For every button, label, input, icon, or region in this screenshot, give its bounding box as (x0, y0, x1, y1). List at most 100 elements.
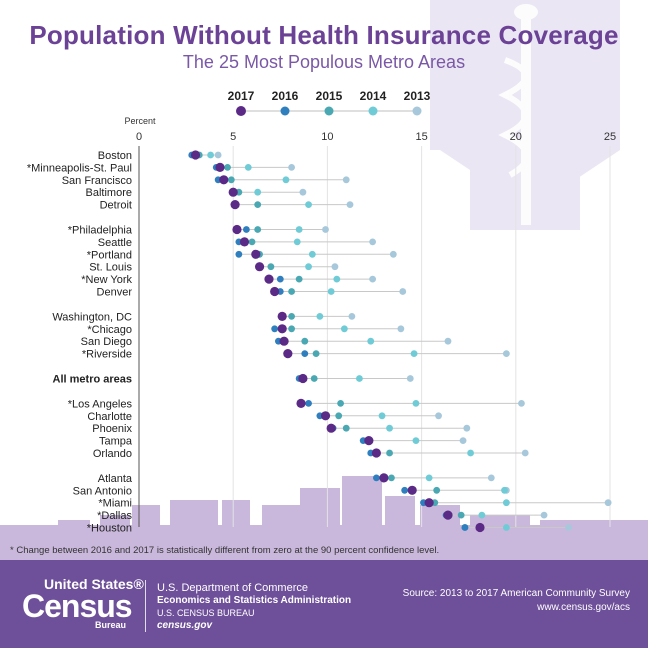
data-point (367, 337, 375, 345)
data-point (254, 188, 262, 196)
data-point (276, 275, 284, 283)
legend-dot (324, 106, 334, 116)
data-point (242, 226, 250, 233)
data-point (312, 350, 320, 357)
data-point (424, 498, 434, 508)
data-point (407, 485, 417, 495)
city-skyline (0, 476, 648, 560)
row-label: Charlotte (87, 411, 132, 423)
data-point (369, 275, 377, 283)
row-label: Boston (98, 150, 132, 162)
axis-title: Percent (124, 116, 156, 126)
census-gov-link[interactable]: census.gov (157, 620, 213, 631)
data-point (378, 412, 386, 420)
page-title: Population Without Health Insurance Cove… (29, 20, 619, 50)
data-point (335, 412, 343, 420)
legend-label: 2016 (272, 89, 299, 103)
data-point (340, 325, 348, 333)
source-text: Source: 2013 to 2017 American Community … (402, 588, 630, 599)
data-point (207, 151, 214, 159)
row-label: Phoenix (92, 423, 132, 435)
data-point (254, 262, 265, 272)
row-label: Tampa (99, 436, 133, 448)
data-point (279, 336, 289, 346)
x-tick-label: 25 (604, 131, 616, 143)
data-point (320, 411, 331, 421)
data-point (521, 449, 529, 457)
data-point (214, 151, 222, 159)
census-logo-line3: Bureau (95, 620, 127, 630)
legend-label: 2017 (228, 89, 255, 103)
census-logo-wordmark: Census (22, 588, 133, 624)
legend-label: 2013 (404, 89, 431, 103)
row-label: *Dallas (97, 510, 132, 522)
data-point (298, 373, 308, 384)
data-point (463, 424, 471, 432)
row-label: San Francisco (62, 175, 132, 187)
data-point (444, 337, 452, 345)
data-point (277, 311, 287, 321)
row-label: San Antonio (73, 485, 132, 497)
data-point (342, 424, 350, 432)
data-point (410, 350, 418, 357)
data-point (412, 400, 420, 407)
data-point (565, 524, 572, 531)
data-point (502, 524, 510, 531)
data-point (224, 164, 231, 171)
row-label: *Los Angeles (68, 398, 133, 410)
data-point (308, 250, 316, 258)
data-point (364, 436, 374, 446)
footnote: * Change between 2016 and 2017 is statis… (10, 545, 440, 556)
data-point (412, 437, 420, 444)
data-point (283, 349, 293, 359)
data-point (219, 175, 229, 185)
data-point (356, 375, 363, 382)
data-point (379, 473, 389, 483)
page-subtitle: The 25 Most Populous Metro Areas (182, 52, 466, 72)
data-point (342, 176, 350, 184)
data-point (230, 200, 240, 210)
data-point (254, 226, 262, 233)
data-point (232, 224, 242, 235)
row-label: *Chicago (87, 324, 132, 336)
data-point (388, 474, 395, 482)
data-point (461, 524, 469, 531)
data-point (369, 238, 377, 246)
data-point (389, 250, 397, 258)
data-point (478, 511, 486, 519)
data-point (288, 288, 296, 295)
data-point (386, 449, 393, 457)
data-point (502, 350, 510, 357)
x-tick-label: 10 (321, 131, 333, 143)
data-point (435, 412, 442, 420)
data-point (322, 226, 329, 233)
dept-census-bureau: U.S. CENSUS BUREAU (157, 608, 255, 618)
data-point (475, 522, 485, 533)
data-point (333, 275, 341, 283)
data-point (293, 238, 301, 246)
data-point (288, 325, 296, 333)
data-point (399, 288, 407, 295)
dept-commerce: U.S. Department of Commerce (157, 582, 308, 594)
dept-esa: Economics and Statistics Administration (157, 595, 352, 606)
data-point (296, 398, 306, 408)
data-point (239, 237, 250, 247)
data-point (288, 313, 296, 320)
data-point (371, 448, 381, 458)
data-point (288, 164, 296, 171)
source-url-link[interactable]: www.census.gov/acs (537, 602, 630, 613)
x-tick-label: 0 (136, 131, 142, 143)
data-point (443, 510, 453, 520)
legend-dot (236, 106, 246, 116)
data-point (305, 263, 312, 271)
data-point (295, 226, 303, 233)
row-label: Seattle (98, 237, 132, 249)
data-point (501, 486, 508, 494)
data-point (467, 449, 474, 457)
data-point (316, 313, 324, 320)
row-label: Baltimore (86, 187, 132, 199)
footer-bar: United States® Census Bureau U.S. Depart… (0, 560, 648, 648)
x-tick-label: 15 (415, 131, 427, 143)
row-label: Washington, DC (52, 311, 132, 323)
